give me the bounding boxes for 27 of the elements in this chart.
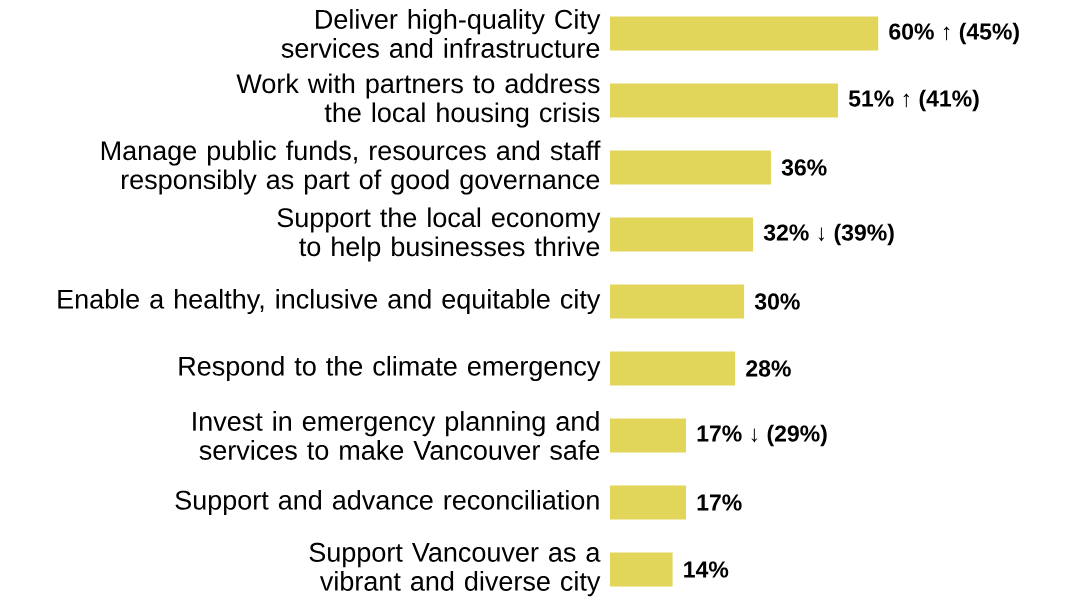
y-tick-label: Support the local economy to help businesses thrive bbox=[277, 207, 601, 262]
y-tick-label: Invest in emergency planning and services to make Vancouver safe bbox=[193, 411, 600, 460]
y-tick-label: Support and advance reconciliation bbox=[175, 489, 599, 516]
bar bbox=[610, 418, 686, 453]
data-label: 60% ↑ (45%) bbox=[889, 22, 1019, 45]
data-label: 32% ↓ (39%) bbox=[763, 223, 894, 246]
data-label: 36% bbox=[781, 159, 827, 176]
data-label: 14% bbox=[684, 561, 729, 578]
bar bbox=[610, 485, 686, 520]
bar bbox=[610, 552, 673, 587]
y-tick-label: Deliver high-quality City services and infrastructure bbox=[281, 9, 601, 58]
bar bbox=[610, 217, 754, 252]
y-tick-label: Respond to the climate emergency bbox=[179, 355, 601, 382]
data-label: 17% bbox=[697, 494, 742, 511]
data-label: 51% ↑ (41%) bbox=[848, 89, 979, 112]
data-label: 30% bbox=[754, 293, 800, 310]
bar bbox=[610, 284, 745, 319]
y-tick-label: Work with partners to address the local housing crisis bbox=[236, 73, 600, 128]
bar bbox=[610, 16, 879, 51]
y-tick-label: Support Vancouver as a vibrant and diverse city bbox=[309, 542, 601, 597]
data-label: 28% bbox=[746, 360, 791, 377]
bar bbox=[610, 351, 736, 386]
bar bbox=[610, 83, 838, 118]
y-tick-label: Manage public funds, resources and staff responsibly as part of good governance bbox=[101, 140, 601, 195]
y-tick-label: Enable a healthy, inclusive and equitable city bbox=[58, 288, 601, 315]
bar bbox=[610, 150, 771, 185]
data-label: 17% ↓ (29%) bbox=[697, 424, 827, 447]
